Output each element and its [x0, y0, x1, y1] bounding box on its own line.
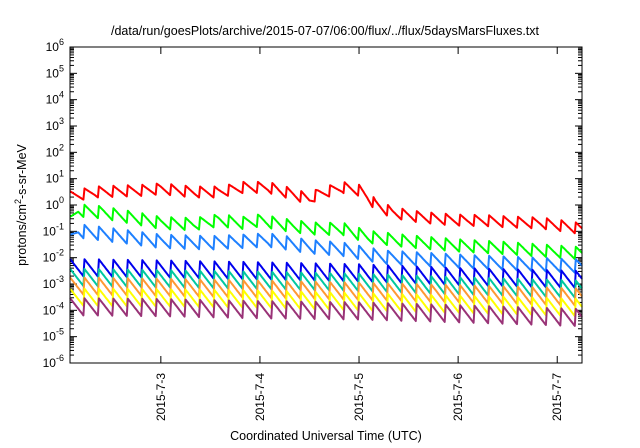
x-tick-label: 2015-7-5 [352, 373, 366, 421]
y-axis: 10-6 10-5 10-4 10-3 10-2 10-1 100 101 102 103 104 1… [43, 37, 582, 370]
x-tick-label: 2015-7-7 [550, 373, 564, 421]
x-tick-label: 2015-7-3 [154, 373, 168, 421]
chart-title: /data/run/goesPlots/archive/2015-07-07/0… [111, 24, 540, 38]
y-axis-label-rest: -s-sr-MeV [15, 143, 29, 199]
y-tick-label: 101 [46, 169, 64, 186]
series-line-6 [70, 289, 582, 316]
y-tick-label: 10-6 [43, 353, 64, 370]
y-tick-label: 10-3 [43, 274, 64, 291]
y-tick-label: 103 [46, 116, 64, 133]
y-tick-label: 10-2 [43, 248, 64, 265]
y-tick-label: 102 [46, 142, 64, 159]
x-tick-label: 2015-7-6 [451, 373, 465, 421]
y-tick-label: 10-5 [43, 327, 64, 344]
y-tick-label: 104 [46, 90, 64, 107]
series-line-0 [70, 182, 582, 233]
x-tick-label: 2015-7-4 [253, 373, 267, 421]
y-tick-label: 105 [46, 63, 64, 80]
y-tick-label: 100 [46, 195, 64, 212]
y-axis-label: protons/cm2-s-sr-MeV [13, 143, 29, 265]
series-group [70, 182, 582, 326]
y-tick-label: 106 [46, 37, 64, 54]
y-tick-label: 10-4 [43, 300, 64, 317]
y-axis-label-base: protons/cm [15, 204, 29, 266]
series-line-7 [70, 298, 582, 326]
y-tick-label: 10-1 [43, 221, 64, 238]
x-axis-label: Coordinated Universal Time (UTC) [230, 429, 422, 443]
